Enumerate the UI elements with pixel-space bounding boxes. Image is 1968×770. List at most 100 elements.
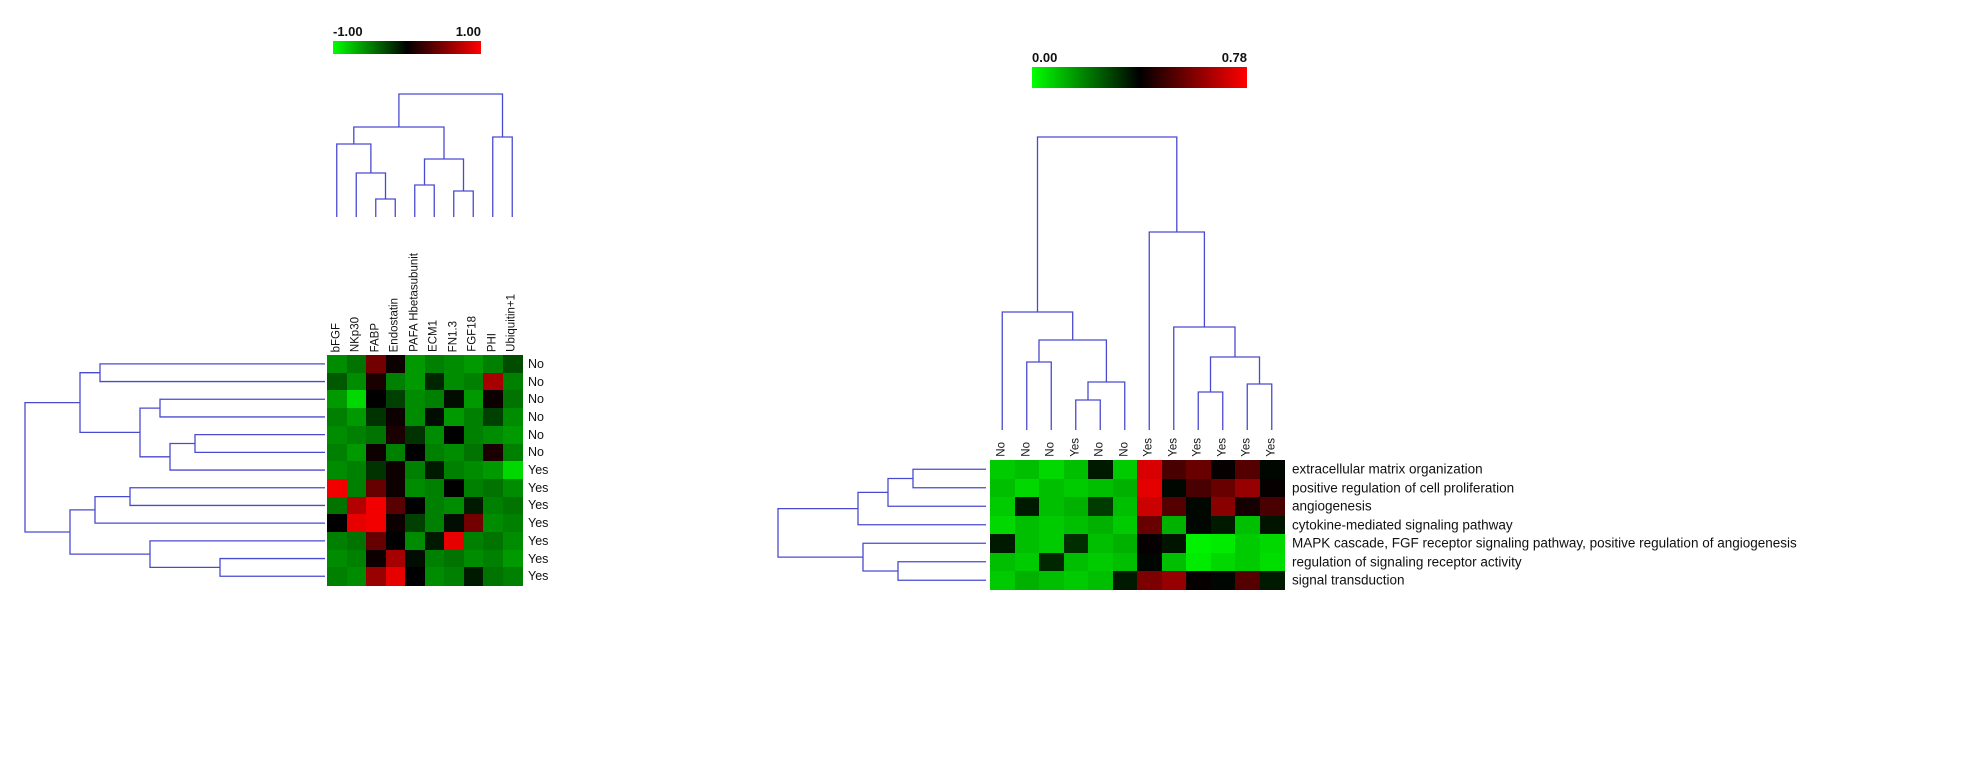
heatmap-cell	[444, 496, 464, 515]
heatmap-cell	[346, 443, 367, 462]
row-label: No	[528, 392, 544, 407]
column-label: No	[1093, 442, 1106, 457]
heatmap-cell	[990, 552, 1015, 572]
heatmap-cell	[424, 567, 445, 586]
left-colorscale-gradient	[333, 41, 481, 54]
heatmap-cell	[483, 425, 503, 444]
heatmap-cell	[1161, 534, 1187, 553]
heatmap-cell	[463, 478, 484, 498]
right-colorscale-max-label: 0.78	[1221, 50, 1247, 65]
heatmap-cell	[1014, 571, 1040, 590]
heatmap-cell	[444, 390, 464, 409]
heatmap-cell	[366, 443, 386, 462]
heatmap-cell	[1137, 515, 1162, 535]
heatmap-cell	[1137, 571, 1162, 590]
heatmap-cell	[444, 549, 464, 568]
heatmap-cell	[1112, 552, 1138, 572]
heatmap-cell	[424, 372, 445, 391]
row-label: No	[528, 374, 544, 389]
row-label: Yes	[528, 463, 549, 478]
heatmap-cell	[385, 408, 406, 427]
row-label: angiogenesis	[1292, 498, 1372, 514]
heatmap-cell	[444, 355, 464, 374]
heatmap-cell	[990, 460, 1015, 479]
heatmap-cell	[1210, 552, 1236, 572]
heatmap-cell	[1259, 460, 1285, 479]
right-heatmap-grid	[990, 460, 1285, 590]
heatmap-cell	[444, 532, 464, 551]
heatmap-cell	[463, 425, 484, 444]
heatmap-cell	[1186, 460, 1211, 479]
column-label: Yes	[1069, 438, 1082, 457]
heatmap-cell	[483, 355, 503, 374]
heatmap-cell	[1039, 515, 1064, 535]
heatmap-cell	[990, 478, 1015, 498]
heatmap-cell	[424, 514, 445, 533]
heatmap-cell	[463, 549, 484, 568]
column-label: Yes	[1240, 438, 1253, 457]
heatmap-cell	[1088, 478, 1113, 498]
heatmap-cell	[1063, 552, 1089, 572]
right-row-dendrogram-path	[777, 468, 986, 581]
heatmap-cell	[1112, 497, 1138, 516]
left-column-dendrogram-path	[336, 93, 513, 217]
heatmap-cell	[1088, 552, 1113, 572]
heatmap-cell	[1063, 515, 1089, 535]
heatmap-cell	[366, 549, 386, 568]
heatmap-cell	[1063, 534, 1089, 553]
heatmap-cell	[405, 514, 425, 533]
row-label: cytokine-mediated signaling pathway	[1292, 517, 1513, 533]
column-label: ECM1	[427, 320, 440, 352]
column-label: Yes	[1265, 438, 1278, 457]
heatmap-cell	[1210, 497, 1236, 516]
heatmap-cell	[444, 425, 464, 444]
heatmap-cell	[1112, 571, 1138, 590]
heatmap-cell	[1235, 534, 1260, 553]
heatmap-cell	[424, 408, 445, 427]
heatmap-cell	[444, 478, 464, 498]
heatmap-cell	[1259, 534, 1285, 553]
heatmap-cell	[1186, 478, 1211, 498]
heatmap-cell	[1259, 478, 1285, 498]
heatmap-cell	[1186, 552, 1211, 572]
row-label: MAPK cascade, FGF receptor signaling pat…	[1292, 535, 1797, 551]
heatmap-cell	[463, 355, 484, 374]
heatmap-cell	[327, 567, 347, 586]
heatmap-cell	[990, 497, 1015, 516]
heatmap-cell	[1186, 571, 1211, 590]
heatmap-cell	[1112, 515, 1138, 535]
heatmap-cell	[366, 478, 386, 498]
heatmap-cell	[1235, 571, 1260, 590]
heatmap-cell	[1014, 515, 1040, 535]
heatmap-cell	[1161, 515, 1187, 535]
column-label: No	[1020, 442, 1033, 457]
heatmap-cell	[405, 443, 425, 462]
heatmap-cell	[366, 514, 386, 533]
heatmap-cell	[385, 532, 406, 551]
heatmap-cell	[424, 478, 445, 498]
heatmap-cell	[1088, 497, 1113, 516]
column-label: PAFA Hbetasubunit	[408, 253, 421, 352]
column-label: Endostatin	[388, 297, 401, 352]
heatmap-cell	[1063, 478, 1089, 498]
heatmap-cell	[1039, 460, 1064, 479]
heatmap-cell	[502, 425, 523, 444]
heatmap-cell	[327, 355, 347, 374]
heatmap-cell	[444, 461, 464, 480]
row-label: regulation of signaling receptor activit…	[1292, 554, 1522, 570]
heatmap-cell	[1088, 534, 1113, 553]
heatmap-cell	[346, 372, 367, 391]
heatmap-cell	[1137, 497, 1162, 516]
heatmap-cell	[463, 461, 484, 480]
heatmap-cell	[327, 514, 347, 533]
heatmap-cell	[483, 567, 503, 586]
heatmap-cell	[990, 571, 1015, 590]
heatmap-cell	[405, 390, 425, 409]
heatmap-cell	[1063, 460, 1089, 479]
right-colorscale-labels: 0.00 0.78	[1032, 50, 1247, 65]
column-label: bFGF	[330, 322, 343, 352]
heatmap-cell	[1235, 460, 1260, 479]
right-row-dendrogram	[777, 468, 986, 581]
heatmap-cell	[502, 408, 523, 427]
